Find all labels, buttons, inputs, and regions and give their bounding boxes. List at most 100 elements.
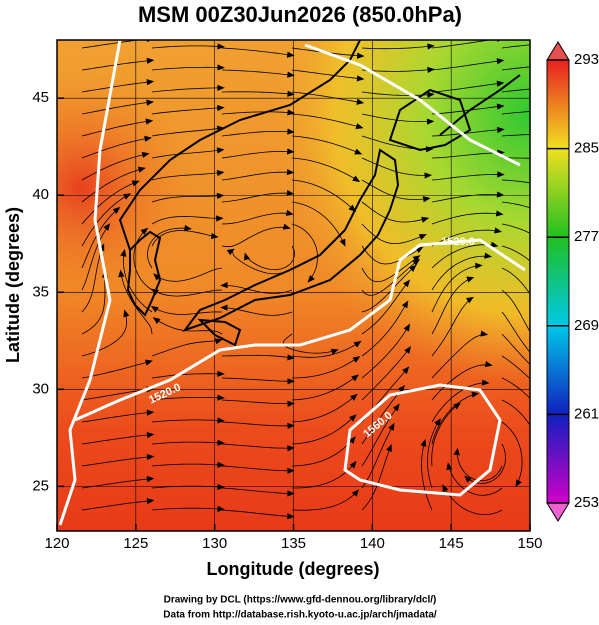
- stream-arrow: [287, 513, 295, 520]
- streamline: [81, 500, 152, 511]
- stream-arrow: [409, 264, 417, 272]
- streamline: [291, 438, 355, 467]
- stream-arrow: [348, 436, 356, 444]
- colorbar: 253 261 269 277 285 293: [546, 41, 599, 522]
- stream-arrow: [137, 166, 146, 173]
- streamline: [361, 325, 409, 379]
- stream-arrow: [287, 128, 295, 135]
- streamline: [431, 60, 502, 71]
- coastline: [439, 74, 521, 136]
- streamline: [501, 267, 530, 295]
- stream-arrow: [415, 246, 424, 254]
- stream-arrow: [464, 475, 472, 483]
- colorbar-tick-label: 261: [574, 405, 599, 422]
- coastline: [197, 318, 242, 347]
- stream-arrow: [351, 489, 360, 497]
- streamline: [501, 66, 530, 71]
- streamline: [501, 88, 530, 93]
- stream-arrow: [145, 118, 154, 125]
- stream-arrow: [152, 317, 161, 324]
- streamline: [221, 399, 292, 404]
- x-tick-label: 125: [123, 535, 148, 552]
- stream-arrow: [348, 204, 357, 212]
- streamline: [221, 354, 292, 359]
- streamline: [361, 302, 408, 357]
- stream-arrow: [515, 479, 522, 488]
- stream-arrow: [226, 248, 235, 256]
- y-tick-label: 35: [32, 283, 49, 300]
- y-tick-label: 45: [32, 89, 49, 106]
- stream-arrow: [442, 484, 449, 493]
- stream-arrow: [217, 43, 225, 50]
- streamline: [501, 157, 530, 159]
- streamline: [81, 225, 109, 291]
- stream-arrow: [481, 379, 490, 386]
- stream-arrow: [402, 366, 410, 375]
- stream-arrow: [446, 462, 453, 471]
- streamline: [431, 244, 496, 269]
- stream-arrow: [282, 223, 291, 230]
- streamline: [501, 44, 530, 49]
- contour-line: [304, 43, 521, 167]
- stream-arrow: [146, 409, 155, 416]
- stream-arrow: [427, 43, 435, 50]
- stream-arrow: [287, 422, 295, 430]
- streamline: [245, 245, 296, 271]
- stream-arrow: [146, 57, 155, 64]
- streamline: [81, 120, 151, 137]
- streamline: [151, 373, 222, 379]
- streamline: [221, 377, 292, 382]
- streamline: [221, 150, 292, 159]
- stream-arrow: [420, 438, 427, 447]
- stream-arrow: [216, 147, 225, 154]
- streamline: [81, 168, 144, 203]
- stream-arrow: [118, 269, 125, 278]
- stream-arrow: [286, 148, 295, 155]
- stream-arrow: [339, 238, 346, 247]
- streamline: [133, 229, 153, 291]
- streamline: [361, 405, 399, 467]
- stream-arrow: [144, 359, 153, 366]
- stream-arrow: [356, 75, 365, 82]
- streamline: [291, 157, 358, 181]
- streamline: [151, 441, 222, 445]
- stream-arrow: [392, 403, 400, 412]
- stream-arrow: [287, 378, 295, 385]
- streamline: [291, 91, 362, 103]
- streamline: [221, 421, 292, 427]
- colorbar-tick-label: 277: [574, 228, 599, 245]
- streamline: [427, 420, 440, 489]
- streamline: [431, 404, 459, 467]
- stream-arrow: [353, 340, 362, 348]
- title: MSM 00Z30Jun2026 (850.0hPa): [138, 2, 462, 27]
- stream-arrow: [217, 461, 225, 468]
- stream-arrow: [216, 215, 224, 222]
- stream-arrow: [536, 343, 544, 351]
- stream-arrow: [123, 309, 130, 318]
- streamline: [81, 81, 152, 93]
- streamline: [282, 333, 336, 354]
- stream-arrow: [484, 361, 493, 368]
- stream-arrow: [453, 402, 462, 410]
- stream-arrow: [539, 450, 545, 457]
- streamline: [431, 255, 490, 291]
- stream-arrow: [466, 296, 475, 304]
- stream-arrow: [220, 304, 228, 311]
- stream-arrow: [418, 234, 427, 240]
- streamline: [501, 134, 530, 137]
- streamline: [81, 181, 138, 225]
- streamline: [153, 307, 223, 315]
- stream-arrow: [427, 66, 435, 73]
- stream-arrow: [146, 453, 155, 461]
- stream-arrow: [287, 71, 295, 78]
- streamline: [291, 375, 357, 401]
- stream-arrow: [216, 192, 225, 200]
- streamline: [81, 137, 150, 159]
- streamline: [361, 91, 432, 96]
- stream-arrow: [217, 370, 225, 377]
- stream-arrow: [287, 490, 295, 497]
- stream-arrow: [496, 191, 505, 198]
- stream-arrow: [103, 223, 111, 231]
- stream-arrow: [350, 393, 358, 401]
- stream-arrow: [146, 431, 155, 439]
